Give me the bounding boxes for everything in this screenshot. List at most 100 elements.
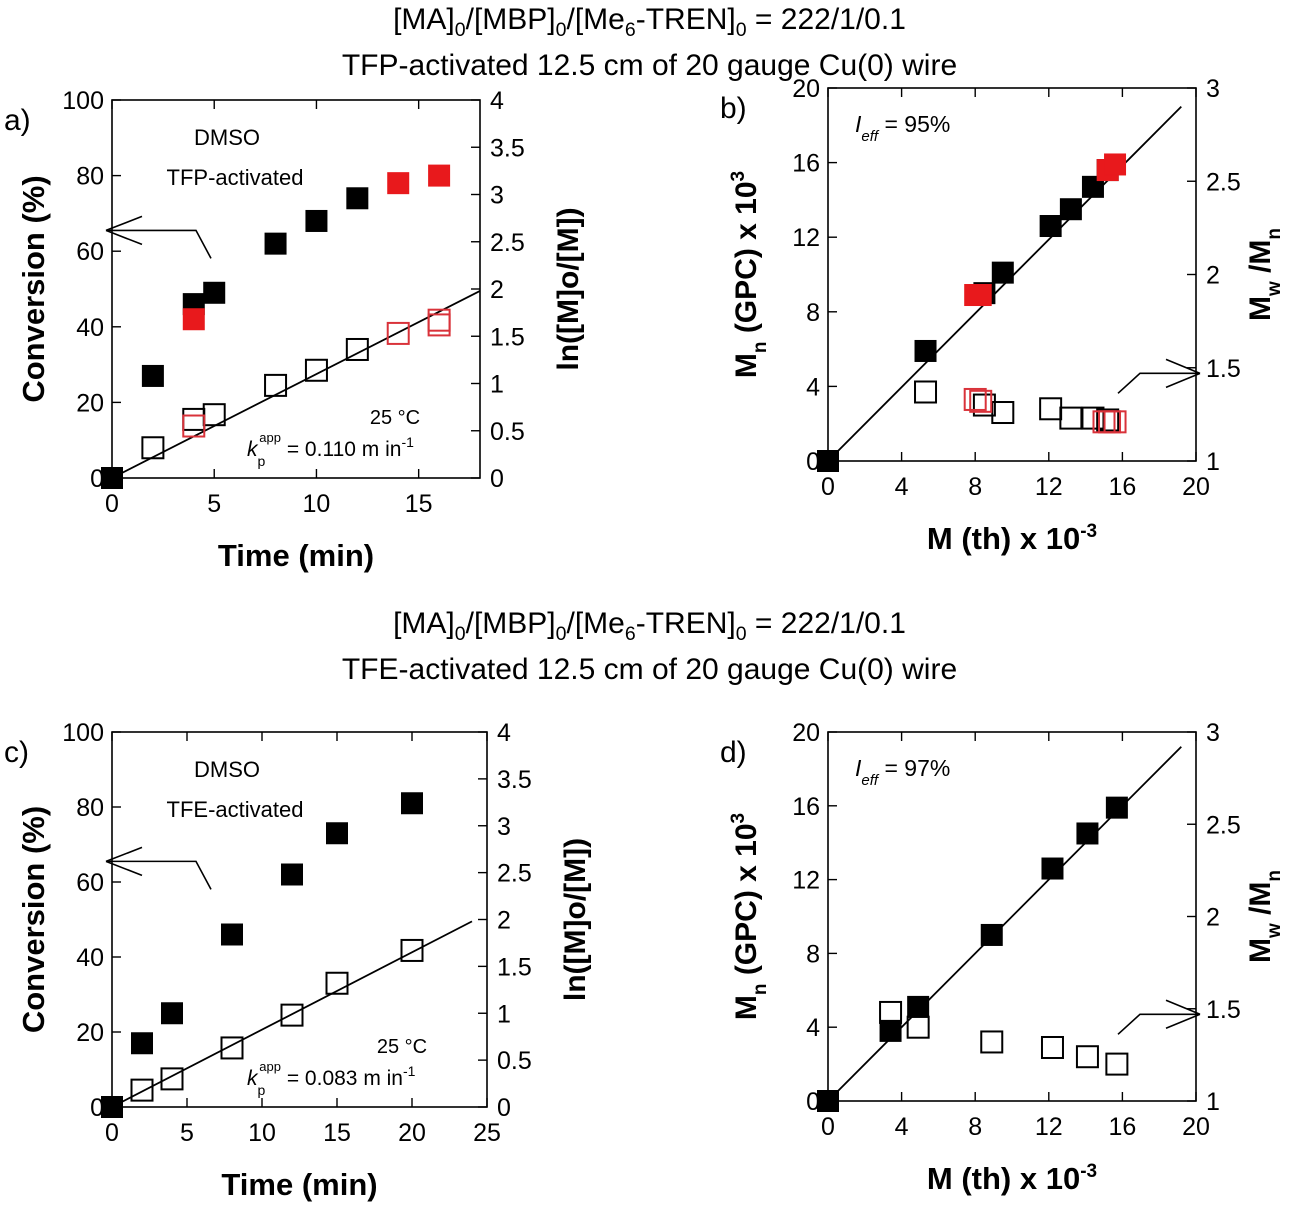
x-axis-label: Time (min) — [221, 1167, 377, 1202]
y-tick-label: 4 — [806, 1014, 820, 1042]
x-tick-label: 16 — [1108, 1113, 1136, 1141]
x-tick-label: 12 — [1035, 473, 1063, 501]
x-tick-label: 4 — [895, 1113, 909, 1141]
fit-line — [111, 290, 481, 479]
open-data-point — [220, 1036, 244, 1060]
filled-data-point — [401, 792, 423, 815]
y-tick-label: 100 — [62, 87, 104, 115]
x-tick-label: 10 — [248, 1119, 276, 1147]
filled-data-point — [281, 863, 303, 886]
x-tick-label: 0 — [105, 1119, 119, 1147]
open-data-point — [400, 938, 424, 962]
open-data-point — [991, 401, 1015, 425]
filled-data-point — [141, 364, 164, 387]
filled-data-point — [907, 995, 930, 1018]
activation-label: TFE-activated — [167, 797, 304, 822]
y2-tick-label: 3.5 — [497, 766, 532, 794]
y2-tick-label: 0.5 — [490, 418, 525, 446]
open-data-point — [980, 1030, 1004, 1054]
open-data-point — [304, 358, 328, 382]
y-axis-label: Conversion (%) — [16, 806, 51, 1033]
y2-tick-label: 1.5 — [497, 953, 532, 981]
initiator-efficiency-label: Ieff = 95% — [855, 111, 950, 145]
open-data-point — [914, 380, 938, 404]
y2-tick-label: 1.5 — [1206, 996, 1241, 1024]
y-tick-label: 20 — [792, 75, 820, 103]
filled-data-point — [817, 1090, 839, 1112]
axis-arrow — [1117, 1013, 1200, 1035]
rate-constant-label: kpapp = 0.110 m in-1 — [247, 430, 414, 469]
y-axis-label: Conversion (%) — [16, 175, 51, 402]
arrow-head — [105, 846, 143, 877]
filled-data-point — [101, 1096, 123, 1118]
axis-arrow — [106, 229, 212, 259]
y2-tick-label: 2 — [497, 907, 511, 935]
x-tick-label: 15 — [405, 490, 433, 518]
y-tick-label: 0 — [90, 465, 104, 493]
x-tick-label: 20 — [1182, 473, 1210, 501]
open-data-point — [1105, 1052, 1129, 1076]
filled-data-point — [387, 172, 410, 195]
y-tick-label: 80 — [76, 163, 104, 191]
filled-data-point — [1059, 198, 1082, 221]
y-tick-label: 80 — [76, 794, 104, 822]
y-axis-label: Mn (GPC) x 103 — [728, 813, 771, 1020]
filled-data-point — [326, 822, 348, 845]
solvent-label: DMSO — [194, 757, 260, 782]
open-data-point — [160, 1067, 184, 1091]
y-tick-label: 40 — [76, 314, 104, 342]
solvent-label: DMSO — [194, 125, 260, 150]
fit-line — [827, 106, 1182, 462]
y2-tick-label: 2.5 — [497, 860, 532, 888]
filled-data-point — [203, 281, 226, 304]
x-tick-label: 5 — [207, 490, 221, 518]
filled-data-point — [428, 164, 451, 187]
y-tick-label: 20 — [76, 1019, 104, 1047]
y2-tick-label: 2 — [1206, 904, 1220, 932]
filled-data-point — [969, 284, 992, 307]
filled-data-point — [131, 1032, 153, 1055]
x-tick-label: 0 — [105, 490, 119, 518]
open-data-point — [325, 971, 349, 995]
header-top: [MA]0/[MBP]0/[Me6-TREN]0 = 222/1/0.1 TFP… — [0, 2, 1299, 84]
y-tick-label: 4 — [806, 373, 820, 401]
filled-data-point — [991, 261, 1014, 284]
y-tick-label: 0 — [806, 1088, 820, 1116]
panel-c: 0 5 10 15 20 2502040608010000.511.522.533.54c… — [4, 719, 592, 1202]
header-bottom-line2: TFE-activated 12.5 cm of 20 gauge Cu(0) … — [341, 653, 958, 686]
filled-data-point — [879, 1019, 902, 1042]
y2-tick-label: 3.5 — [490, 134, 525, 162]
y2-tick-label: 3 — [497, 813, 511, 841]
filled-data-point — [1104, 153, 1127, 176]
open-data-point — [1103, 410, 1127, 434]
open-data-point — [427, 308, 451, 332]
y2-axis-label: ln([M]o/[M]) — [559, 838, 592, 1001]
filled-data-point — [221, 923, 243, 946]
y2-tick-label: 1 — [1206, 1088, 1220, 1116]
y2-tick-label: 2.5 — [1206, 811, 1241, 839]
y-tick-label: 60 — [76, 869, 104, 897]
x-tick-label: 8 — [968, 473, 982, 501]
filled-data-point — [264, 232, 287, 255]
filled-data-point — [1039, 215, 1062, 238]
y2-tick-label: 1 — [490, 371, 504, 399]
y-tick-label: 0 — [806, 448, 820, 476]
y2-tick-label: 0 — [497, 1094, 511, 1122]
y-tick-label: 20 — [76, 389, 104, 417]
y2-tick-label: 0.5 — [497, 1047, 532, 1075]
y-tick-label: 12 — [792, 867, 820, 895]
arrow-head — [1165, 358, 1201, 389]
plot-frame — [111, 99, 481, 479]
open-data-point — [1096, 408, 1120, 432]
y2-tick-label: 2 — [1206, 262, 1220, 290]
y2-tick-label: 1.5 — [1206, 355, 1241, 383]
open-data-point — [1040, 1035, 1064, 1059]
activation-label: TFP-activated — [167, 165, 304, 190]
rate-constant-label: kpapp = 0.083 m in-1 — [247, 1059, 416, 1098]
x-tick-label: 25 — [473, 1119, 501, 1147]
y2-tick-label: 3 — [490, 182, 504, 210]
open-data-point — [182, 407, 206, 431]
open-data-point — [1039, 397, 1063, 421]
